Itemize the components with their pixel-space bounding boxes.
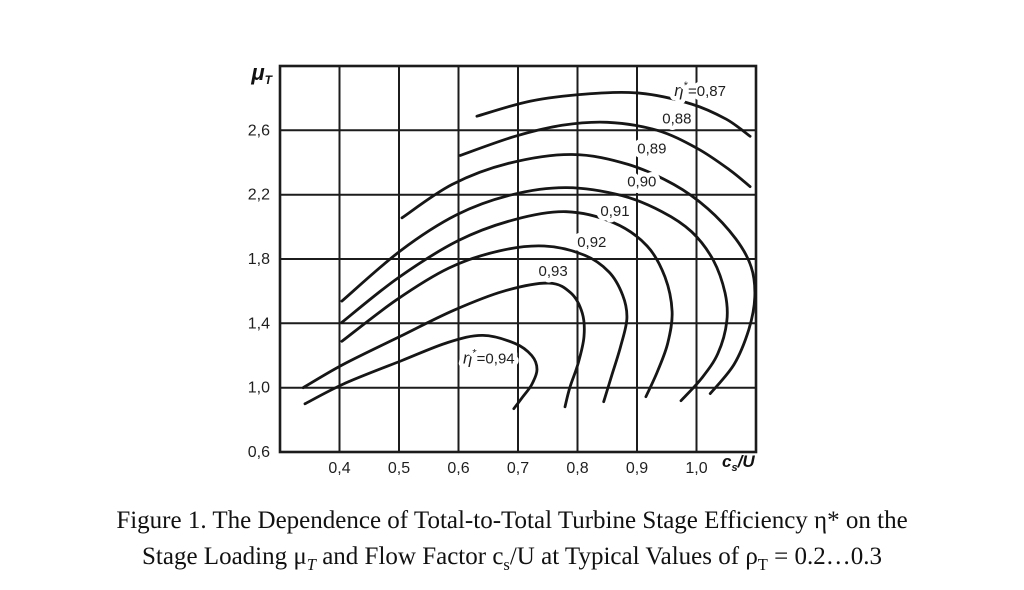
caption-line-1: Figure 1. The Dependence of Total-to-Tot… xyxy=(0,503,1024,539)
plot-border xyxy=(278,64,758,454)
x-tick-label: 0,5 xyxy=(388,460,410,477)
x-tick-label: 0,4 xyxy=(328,460,350,477)
contour-label-0,88: 0,88 xyxy=(662,110,691,127)
caption-segment: s xyxy=(503,555,510,574)
y-axis-title: μT xyxy=(250,60,273,87)
y-tick-label: 2,6 xyxy=(248,122,270,139)
caption-segment: Stage Loading μ xyxy=(142,543,307,570)
contour-label-0,91: 0,91 xyxy=(600,203,629,220)
caption-segment: Figure 1. The Dependence of Total-to-Tot… xyxy=(116,507,908,534)
x-tick-label: 0,6 xyxy=(447,460,469,477)
contour-line-0,94 xyxy=(303,333,539,411)
contour-label-0,89: 0,89 xyxy=(637,140,666,157)
caption-segment: and Flow Factor c xyxy=(315,543,504,570)
contour-curves xyxy=(301,90,757,411)
contour-line-0,90 xyxy=(340,186,729,403)
contour-line-0,89 xyxy=(400,153,757,395)
y-tick-label: 1,0 xyxy=(248,380,270,397)
y-tick-label: 2,2 xyxy=(248,187,270,204)
contour-line-0,93 xyxy=(301,281,586,409)
y-tick-label: 0,6 xyxy=(248,444,270,461)
contour-line-0,87 xyxy=(475,90,752,138)
caption-segment: T xyxy=(306,555,316,574)
contour-line-0,88 xyxy=(458,120,752,188)
x-axis-title: cs/U xyxy=(722,452,755,474)
contour-label-0,93: 0,93 xyxy=(538,263,567,280)
contour-label-0,90: 0,90 xyxy=(627,174,656,191)
x-tick-label: 1,0 xyxy=(685,460,707,477)
figure-caption: Figure 1. The Dependence of Total-to-Tot… xyxy=(0,503,1024,583)
x-tick-label: 0,8 xyxy=(566,460,588,477)
contour-label-0,92: 0,92 xyxy=(577,234,606,251)
contour-line-0,92 xyxy=(340,244,629,404)
caption-line-2: Stage Loading μT and Flow Factor cs/U at… xyxy=(0,539,1024,583)
x-tick-label: 0,9 xyxy=(626,460,648,477)
x-tick-label: 0,7 xyxy=(507,460,529,477)
caption-segment: /U at Typical Values of ρ xyxy=(509,543,758,570)
caption-segment: T xyxy=(757,555,768,574)
contour-line-0,91 xyxy=(340,210,674,399)
y-tick-label: 1,4 xyxy=(248,315,270,332)
contour-label-0,94: η*=0,94 xyxy=(463,348,515,368)
contour-label-0,87: η*=0,87 xyxy=(674,80,726,100)
y-tick-label: 1,8 xyxy=(248,251,270,268)
caption-segment: = 0.2…0.3 xyxy=(767,543,882,570)
